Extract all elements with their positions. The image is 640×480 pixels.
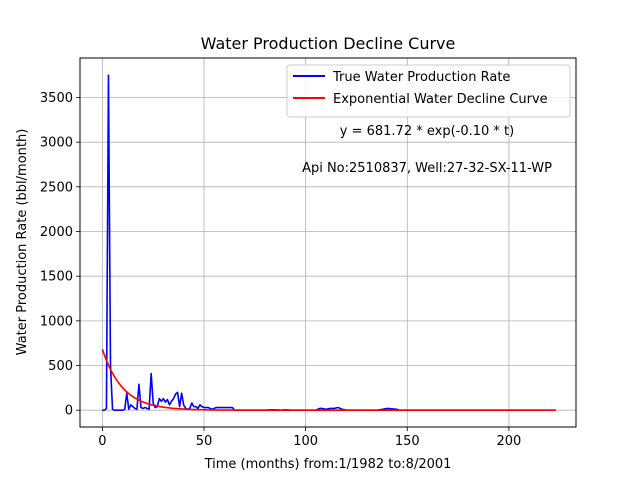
series-line-exponential: [101, 349, 556, 412]
y-tick-label: 500: [48, 359, 73, 374]
chart-title: Water Production Decline Curve: [201, 34, 456, 53]
y-tick-label: 3500: [40, 91, 73, 106]
y-axis-label: Water Production Rate (bbl/month): [15, 129, 30, 356]
legend: True Water Production Rate Exponential W…: [286, 64, 571, 118]
well-annotation: Api No:2510837, Well:27-32-SX-11-WP: [302, 161, 552, 176]
x-axis-label: Time (months) from:1/1982 to:8/2001: [204, 457, 452, 472]
plot-frame: [79, 57, 577, 428]
series-layer: [101, 74, 556, 412]
x-tick-label: 200: [497, 434, 522, 449]
y-tick-label: 1500: [40, 270, 73, 285]
y-tick-label: 2000: [40, 225, 73, 240]
y-tick-label: 0: [65, 404, 73, 419]
x-tick-label: 50: [196, 434, 213, 449]
grid: [80, 58, 576, 427]
legend-label-true-rate: True Water Production Rate: [332, 70, 510, 85]
legend-label-exponential: Exponential Water Decline Curve: [333, 92, 548, 107]
y-tick-label: 3000: [40, 136, 73, 151]
y-tick-label: 1000: [40, 314, 73, 329]
legend-box: [286, 64, 571, 118]
x-tick-label: 100: [293, 434, 318, 449]
equation-annotation: y = 681.72 * exp(-0.10 * t): [340, 124, 514, 139]
y-tick-label: 2500: [40, 180, 73, 195]
x-tick-label: 0: [98, 434, 106, 449]
x-tick-label: 150: [395, 434, 420, 449]
